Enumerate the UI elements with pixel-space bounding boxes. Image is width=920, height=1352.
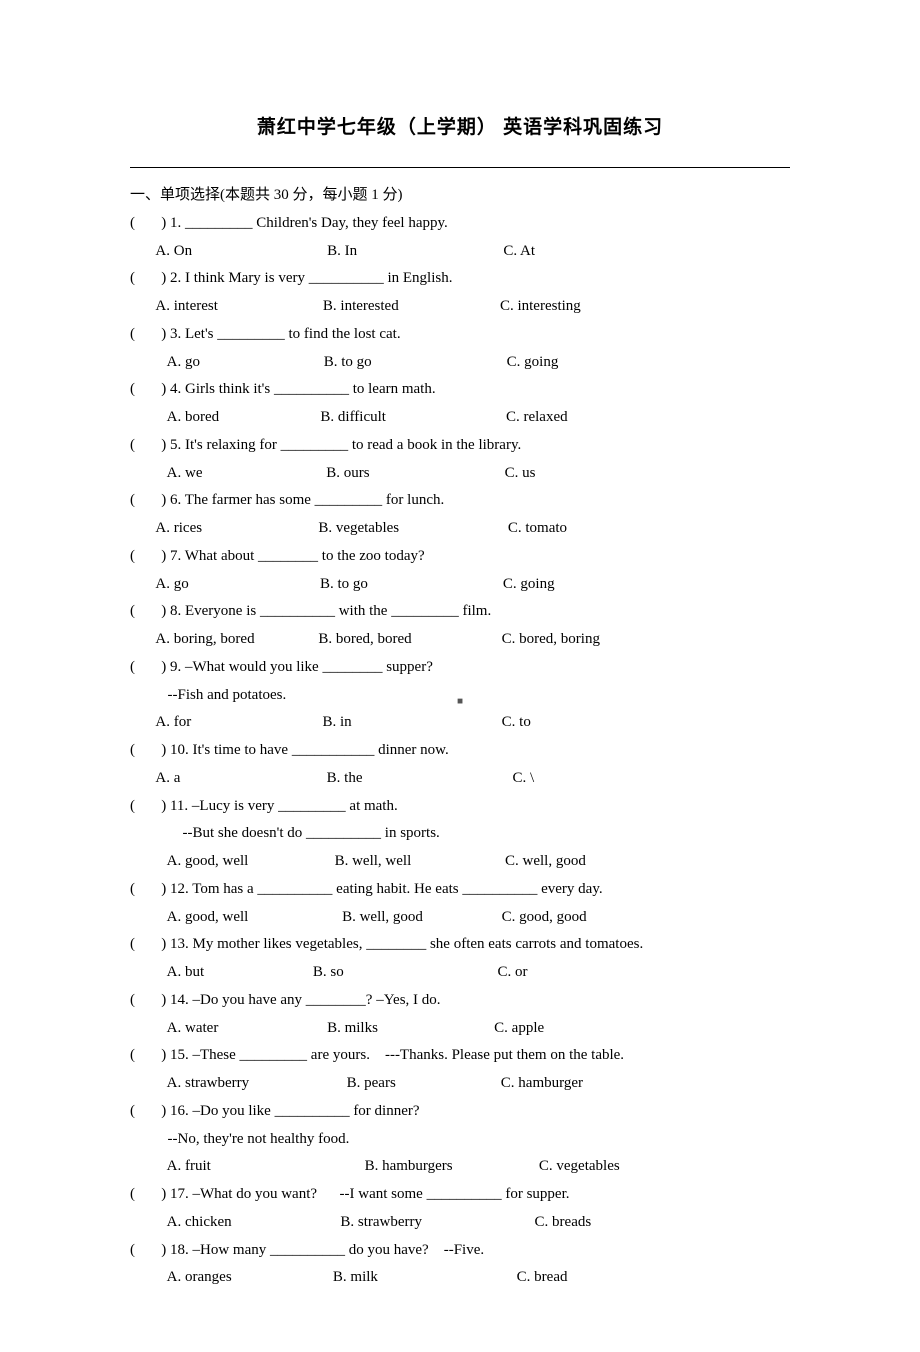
question-stem: ( ) 2. I think Mary is very __________ i… [130, 265, 790, 293]
question-options: A. oranges B. milk C. bread [130, 1264, 790, 1292]
question-options: A. we B. ours C. us [130, 460, 790, 488]
question-stem: ( ) 1. _________ Children's Day, they fe… [130, 210, 790, 238]
worksheet-page: 萧红中学七年级（上学期） 英语学科巩固练习 一、单项选择(本题共 30 分，每小… [0, 0, 920, 1352]
question-options: A. for B. in C. to [130, 709, 790, 737]
question-options: A. go B. to go C. going [130, 571, 790, 599]
question-options: A. good, well B. well, well C. well, goo… [130, 848, 790, 876]
question-options: A. but B. so C. or [130, 959, 790, 987]
question-stem: ( ) 16. –Do you like __________ for dinn… [130, 1098, 790, 1126]
question-subline: --But she doesn't do __________ in sport… [130, 820, 790, 848]
question-stem: ( ) 18. –How many __________ do you have… [130, 1237, 790, 1265]
question-options: A. strawberry B. pears C. hamburger [130, 1070, 790, 1098]
question-stem: ( ) 7. What about ________ to the zoo to… [130, 543, 790, 571]
question-options: A. a B. the C. \ [130, 765, 790, 793]
question-stem: ( ) 6. The farmer has some _________ for… [130, 487, 790, 515]
question-stem: ( ) 3. Let's _________ to find the lost … [130, 321, 790, 349]
question-options: A. fruit B. hamburgers C. vegetables [130, 1153, 790, 1181]
question-subline: --No, they're not healthy food. [130, 1126, 790, 1154]
question-options: A. boring, bored B. bored, bored C. bore… [130, 626, 790, 654]
question-options: A. go B. to go C. going [130, 349, 790, 377]
question-stem: ( ) 11. –Lucy is very _________ at math. [130, 793, 790, 821]
question-stem: ( ) 14. –Do you have any ________? –Yes,… [130, 987, 790, 1015]
page-title: 萧红中学七年级（上学期） 英语学科巩固练习 [130, 110, 790, 145]
question-options: A. bored B. difficult C. relaxed [130, 404, 790, 432]
question-stem: ( ) 13. My mother likes vegetables, ____… [130, 931, 790, 959]
question-stem: ( ) 15. –These _________ are yours. ---T… [130, 1042, 790, 1070]
question-stem: ( ) 9. –What would you like ________ sup… [130, 654, 790, 682]
center-mark-icon: ■ [457, 693, 463, 712]
question-options: A. chicken B. strawberry C. breads [130, 1209, 790, 1237]
section-heading: 一、单项选择(本题共 30 分，每小题 1 分) [130, 182, 790, 210]
question-options: A. interest B. interested C. interesting [130, 293, 790, 321]
title-underline [130, 167, 790, 168]
question-options: A. rices B. vegetables C. tomato [130, 515, 790, 543]
question-stem: ( ) 12. Tom has a __________ eating habi… [130, 876, 790, 904]
question-options: A. water B. milks C. apple [130, 1015, 790, 1043]
question-stem: ( ) 4. Girls think it's __________ to le… [130, 376, 790, 404]
question-options: A. On B. In C. At [130, 238, 790, 266]
question-options: A. good, well B. well, good C. good, goo… [130, 904, 790, 932]
question-stem: ( ) 17. –What do you want? --I want some… [130, 1181, 790, 1209]
question-list: ( ) 1. _________ Children's Day, they fe… [130, 210, 790, 1292]
question-stem: ( ) 8. Everyone is __________ with the _… [130, 598, 790, 626]
question-stem: ( ) 10. It's time to have ___________ di… [130, 737, 790, 765]
question-stem: ( ) 5. It's relaxing for _________ to re… [130, 432, 790, 460]
